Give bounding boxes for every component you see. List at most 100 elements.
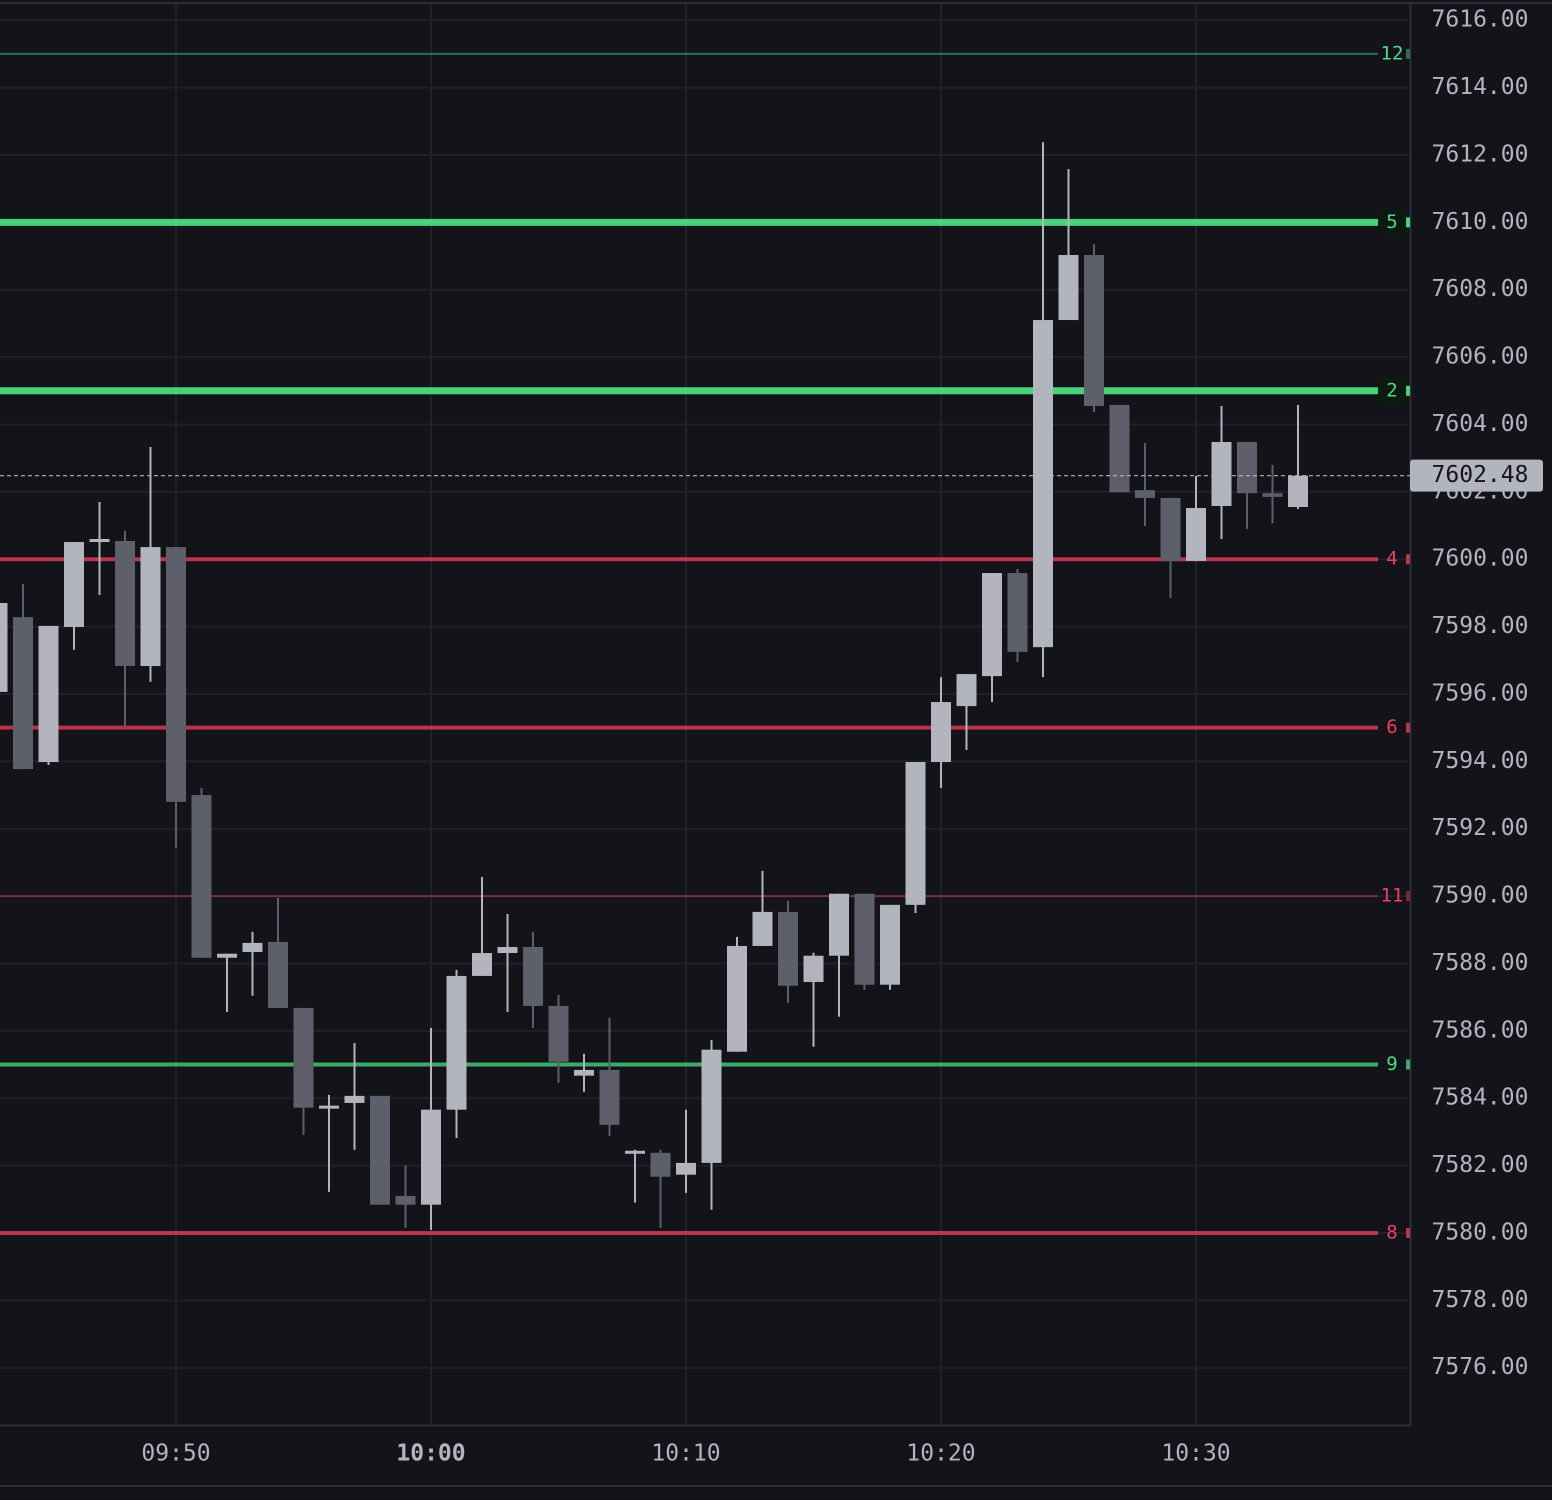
x-tick-label: 10:30 xyxy=(1161,1441,1230,1467)
level-marker xyxy=(1406,1227,1410,1238)
candle-body xyxy=(242,942,263,953)
candle-body xyxy=(1262,493,1283,497)
y-tick-label: 7576.00 xyxy=(1432,1354,1529,1380)
level-label: 6 xyxy=(1386,716,1397,738)
level-label: 9 xyxy=(1386,1053,1397,1075)
y-tick-label: 7580.00 xyxy=(1432,1219,1529,1245)
candle-body xyxy=(446,975,467,1110)
y-tick-label: 7616.00 xyxy=(1432,7,1529,33)
candle-body xyxy=(905,762,926,905)
candle-body xyxy=(523,946,543,1006)
candle-body xyxy=(319,1105,339,1109)
level-marker xyxy=(1406,722,1410,733)
candle-body xyxy=(778,911,798,986)
y-tick-label: 7594.00 xyxy=(1432,748,1529,774)
y-tick-label: 7586.00 xyxy=(1432,1017,1529,1043)
candle-body xyxy=(1211,441,1232,506)
candle-body xyxy=(115,541,135,667)
level-label: 11 xyxy=(1381,885,1404,907)
level-label: 8 xyxy=(1386,1221,1397,1243)
candle-body xyxy=(1007,573,1028,652)
last-price-box xyxy=(1410,459,1543,492)
y-tick-label: 7598.00 xyxy=(1432,613,1529,639)
candle-body xyxy=(1058,255,1079,321)
candle-body xyxy=(1186,508,1206,561)
candle-body xyxy=(548,1005,569,1062)
candle-body xyxy=(1135,490,1155,498)
candle-body xyxy=(268,941,288,1008)
candle-body xyxy=(599,1069,620,1125)
candle-body xyxy=(727,945,747,1052)
candle-body xyxy=(956,674,977,707)
level-label-box xyxy=(1378,376,1406,405)
y-tick-label: 7590.00 xyxy=(1432,883,1529,909)
x-tick-label: 10:00 xyxy=(396,1441,465,1467)
candle-body xyxy=(1033,320,1053,648)
y-tick-label: 7604.00 xyxy=(1432,411,1529,437)
candle-body xyxy=(982,573,1002,677)
y-tick-label: 7578.00 xyxy=(1432,1287,1529,1313)
y-tick-label: 7584.00 xyxy=(1432,1085,1529,1111)
candle-body xyxy=(344,1095,365,1103)
level-label-box xyxy=(1378,208,1406,237)
y-tick-label: 7614.00 xyxy=(1432,74,1529,100)
y-tick-label: 7582.00 xyxy=(1432,1152,1529,1178)
candle-body xyxy=(752,911,773,946)
candle-body xyxy=(650,1152,671,1177)
y-tick-label: 7596.00 xyxy=(1432,680,1529,706)
level-label: 4 xyxy=(1386,548,1397,570)
candle-body xyxy=(1160,497,1181,561)
candle-body xyxy=(0,603,8,692)
level-marker xyxy=(1406,554,1410,565)
candle-body xyxy=(829,893,849,956)
candle-body xyxy=(497,946,518,954)
candle-body xyxy=(803,955,824,983)
level-marker xyxy=(1406,385,1410,396)
candles xyxy=(0,142,1308,1230)
candle-body xyxy=(166,547,186,802)
y-tick-label: 7612.00 xyxy=(1432,141,1529,167)
level-label: 5 xyxy=(1386,211,1397,233)
candle-body xyxy=(880,904,900,985)
candle-body xyxy=(1084,255,1104,406)
candle-body xyxy=(701,1049,722,1163)
level-marker xyxy=(1406,217,1410,228)
candle-body xyxy=(1109,404,1130,493)
candle-body xyxy=(293,1007,314,1108)
candle-body xyxy=(191,795,212,958)
candle-body xyxy=(574,1069,594,1076)
candle-body xyxy=(1288,475,1308,508)
candle-body xyxy=(64,542,84,627)
y-tick-label: 7606.00 xyxy=(1432,344,1529,370)
candle-body xyxy=(1237,441,1257,494)
x-tick-label: 10:20 xyxy=(906,1441,975,1467)
level-marker xyxy=(1406,1059,1410,1070)
last-price-label: 7602.48 xyxy=(1432,462,1529,488)
y-tick-label: 7588.00 xyxy=(1432,950,1529,976)
candle-body xyxy=(421,1109,441,1205)
level-label: 12 xyxy=(1381,42,1404,64)
level-marker xyxy=(1406,891,1410,902)
candle-body xyxy=(217,953,237,958)
y-tick-label: 7610.00 xyxy=(1432,209,1529,235)
candle-body xyxy=(395,1195,416,1205)
candle-body xyxy=(931,702,951,763)
x-tick-label: 10:10 xyxy=(651,1441,720,1467)
y-tick-label: 7600.00 xyxy=(1432,546,1529,572)
candle-body xyxy=(854,893,875,985)
overlay: 7576.00 7578.00 7580.00 7582.00 7584.00 7586.… xyxy=(0,7,1543,1467)
candle-body xyxy=(676,1162,696,1175)
candle-body xyxy=(140,547,161,667)
candle-body xyxy=(38,625,59,763)
level-label: 2 xyxy=(1386,379,1397,401)
level-marker xyxy=(1406,48,1410,59)
candle-body xyxy=(13,617,33,770)
y-tick-label: 7608.00 xyxy=(1432,276,1529,302)
candle-body xyxy=(625,1150,645,1154)
candle-body xyxy=(89,539,110,543)
candle-body xyxy=(370,1095,390,1205)
y-tick-label: 7592.00 xyxy=(1432,815,1529,841)
